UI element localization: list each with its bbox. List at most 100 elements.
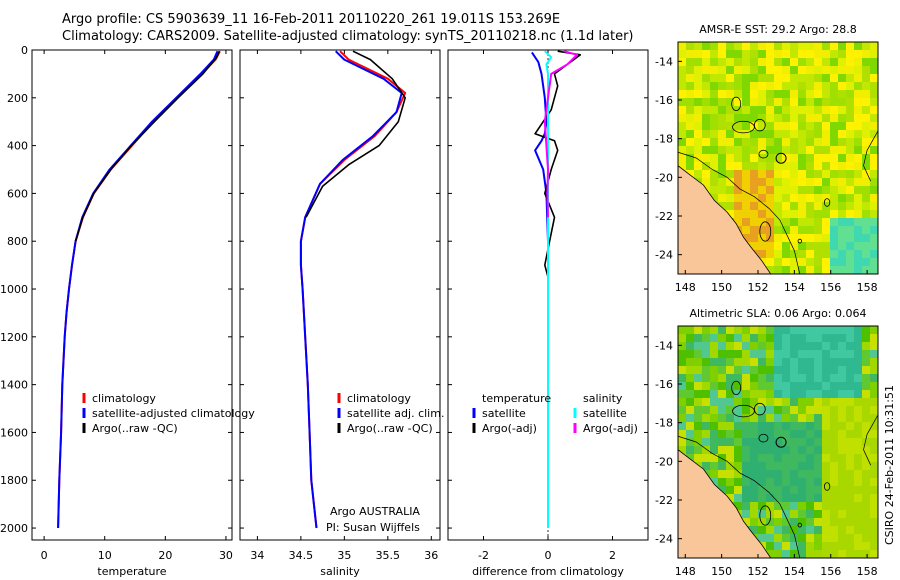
sst-field-cell — [766, 202, 774, 210]
depth-tick-label: 1800 — [0, 474, 28, 487]
sla-field-cell — [774, 382, 782, 390]
sst-field-cell — [838, 42, 846, 50]
sla-field-cell — [710, 414, 718, 422]
sla-field-cell — [830, 462, 838, 470]
sst-field-cell — [798, 98, 806, 106]
sla-field-cell — [734, 350, 742, 358]
sla-field-cell — [750, 350, 758, 358]
sla-field-cell — [766, 430, 774, 438]
sla-field-cell — [750, 366, 758, 374]
sst-field-cell — [830, 218, 838, 226]
sst-field-cell — [718, 66, 726, 74]
sla-field-cell — [782, 446, 790, 454]
sla-lat-tick-label: -24 — [655, 533, 673, 546]
sla-field-cell — [758, 494, 766, 502]
sla-field-cell — [742, 430, 750, 438]
sst-field-cell — [742, 98, 750, 106]
sst-field-cell — [734, 146, 742, 154]
sst-field-cell — [774, 170, 782, 178]
sst-field-cell — [798, 74, 806, 82]
sst-field-cell — [830, 242, 838, 250]
sla-field-cell — [806, 478, 814, 486]
sla-field-cell — [774, 398, 782, 406]
sla-field-cell — [710, 446, 718, 454]
sst-field-cell — [694, 162, 702, 170]
sst-field-cell — [726, 66, 734, 74]
sst-field-cell — [790, 74, 798, 82]
sst-field-cell — [814, 42, 822, 50]
sst-field-cell — [862, 170, 870, 178]
sst-field-cell — [830, 162, 838, 170]
difference-series-salinity-satellite — [544, 50, 553, 528]
sst-field-cell — [710, 82, 718, 90]
sla-field-cell — [814, 526, 822, 534]
sla-field-cell — [854, 422, 862, 430]
sst-field-cell — [694, 58, 702, 66]
sla-field-cell — [838, 502, 846, 510]
sst-field-cell — [798, 162, 806, 170]
sla-field-cell — [830, 438, 838, 446]
sla-field-cell — [838, 478, 846, 486]
sla-field-cell — [718, 350, 726, 358]
sst-field-cell — [870, 250, 878, 258]
sst-field-cell — [806, 226, 814, 234]
sla-map-frame — [677, 325, 879, 559]
sst-field-cell — [854, 266, 862, 274]
sst-reef-outline — [753, 118, 766, 132]
sla-field-cell — [806, 406, 814, 414]
sst-field-cell — [830, 114, 838, 122]
sla-field-cell — [822, 430, 830, 438]
sla-field-cell — [838, 398, 846, 406]
sst-field-cell — [838, 138, 846, 146]
sla-field-cell — [790, 358, 798, 366]
sla-field-cell — [862, 430, 870, 438]
sla-field-cell — [678, 430, 686, 438]
sla-field-cell — [774, 390, 782, 398]
sla-field-cell — [766, 382, 774, 390]
sla-field-cell — [814, 510, 822, 518]
sla-field-cell — [702, 462, 710, 470]
sla-field-cell — [766, 478, 774, 486]
sla-field-cell — [798, 446, 806, 454]
sst-field-cell — [774, 130, 782, 138]
sst-field-cell — [806, 170, 814, 178]
sla-field-cell — [838, 550, 846, 558]
sst-field-cell — [830, 170, 838, 178]
sst-field-cell — [814, 226, 822, 234]
temp-legend-satellite-label: satellite-adjusted climatology — [92, 407, 255, 420]
sst-field-cell — [734, 130, 742, 138]
sla-field-cell — [710, 374, 718, 382]
salinity-xtick-label: 35 — [337, 549, 351, 562]
sla-field-cell — [766, 334, 774, 342]
sst-field-cell — [870, 42, 878, 50]
sst-field-cell — [862, 202, 870, 210]
sst-field-cell — [838, 154, 846, 162]
sla-field-cell — [798, 422, 806, 430]
sla-field-cell — [782, 430, 790, 438]
sst-field-cell — [742, 186, 750, 194]
sla-field-cell — [686, 422, 694, 430]
sst-field-cell — [838, 250, 846, 258]
sla-field-cell — [798, 326, 806, 334]
sla-field-cell — [718, 374, 726, 382]
sst-field-cell — [814, 106, 822, 114]
sla-field-cell — [862, 526, 870, 534]
sla-field-cell — [854, 438, 862, 446]
sla-field-cell — [790, 438, 798, 446]
sst-field-cell — [862, 242, 870, 250]
sst-field-cell — [750, 226, 758, 234]
sst-field-cell — [726, 170, 734, 178]
sla-field-cell — [782, 502, 790, 510]
sla-field-cell — [862, 390, 870, 398]
sla-field-cell — [830, 486, 838, 494]
sst-field-cell — [814, 130, 822, 138]
sst-field-cell — [678, 50, 686, 58]
sla-lat-tick-label: -18 — [655, 417, 673, 430]
sst-field-cell — [782, 138, 790, 146]
sst-field-cell — [862, 50, 870, 58]
salinity-axes-frame — [239, 49, 441, 541]
sla-field-cell — [766, 342, 774, 350]
sst-field-cell — [846, 258, 854, 266]
sla-field-cell — [758, 374, 766, 382]
sst-field-cell — [734, 218, 742, 226]
